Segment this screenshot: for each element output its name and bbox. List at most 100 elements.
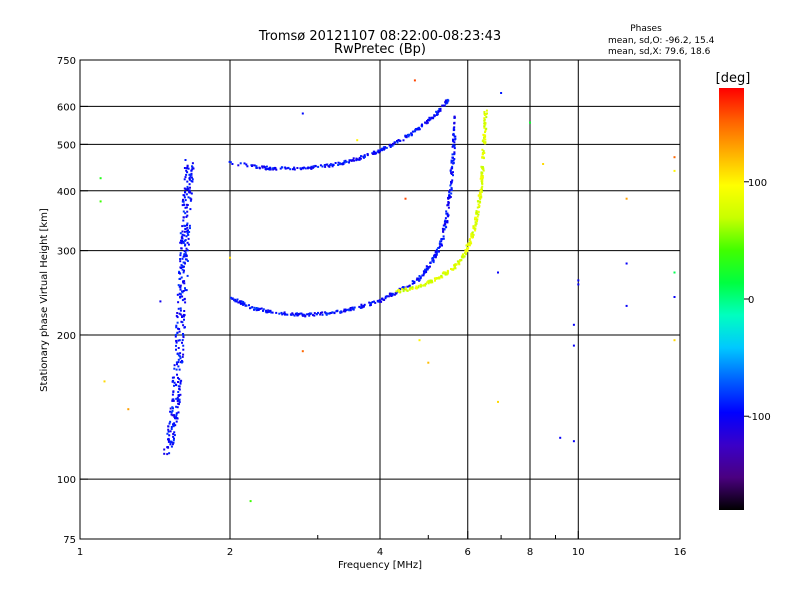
data-point — [255, 308, 258, 311]
data-point — [416, 278, 419, 280]
data-point — [451, 268, 454, 271]
data-point — [238, 301, 241, 304]
data-point — [188, 231, 191, 233]
data-point — [184, 206, 187, 209]
data-point — [458, 260, 461, 263]
data-point — [178, 272, 181, 274]
data-point — [429, 261, 432, 264]
data-point — [466, 248, 469, 251]
data-point — [424, 271, 427, 274]
data-point — [417, 277, 420, 280]
data-point — [368, 301, 371, 304]
data-point — [250, 306, 253, 309]
chart-title: Tromsø 20121107 08:22:00-08:23:43 — [258, 29, 501, 44]
data-point — [168, 422, 171, 425]
data-point — [484, 134, 487, 137]
data-point — [427, 266, 430, 269]
data-point — [324, 165, 327, 168]
data-point — [172, 441, 175, 444]
data-point — [389, 144, 392, 147]
data-point — [258, 167, 261, 170]
data-point — [453, 116, 456, 119]
data-point — [169, 443, 172, 446]
data-point — [261, 166, 264, 169]
data-point — [255, 165, 258, 168]
data-point — [181, 257, 184, 260]
chart-subtitle: RwPretec (Bp) — [334, 42, 426, 57]
data-point — [180, 236, 183, 239]
data-point — [442, 224, 445, 227]
data-point — [450, 173, 453, 175]
data-point — [181, 341, 183, 344]
data-point — [383, 147, 386, 150]
data-point — [480, 195, 483, 198]
data-point — [426, 121, 429, 124]
data-point — [234, 298, 237, 301]
data-point — [444, 223, 447, 225]
x-tick-label: 10 — [572, 547, 585, 558]
data-point — [177, 339, 180, 342]
data-point — [191, 165, 193, 168]
data-point — [442, 271, 445, 274]
data-point — [402, 287, 405, 290]
data-point — [406, 285, 409, 288]
data-point — [438, 245, 441, 248]
data-point — [452, 174, 454, 177]
data-point — [417, 128, 420, 131]
data-point — [452, 127, 455, 130]
data-point — [187, 233, 190, 236]
data-point — [447, 270, 449, 273]
data-point — [323, 164, 326, 166]
data-point — [257, 307, 260, 310]
data-point — [483, 152, 486, 154]
data-point — [291, 312, 294, 315]
data-point — [418, 339, 421, 342]
data-point — [484, 131, 486, 134]
data-point — [453, 141, 456, 144]
data-point — [178, 368, 181, 371]
data-point — [450, 189, 453, 192]
data-point — [460, 258, 463, 261]
data-point — [418, 128, 421, 131]
data-point — [358, 158, 361, 161]
data-point — [170, 426, 173, 428]
data-point — [183, 310, 186, 312]
data-point — [425, 265, 428, 268]
data-point — [321, 311, 324, 314]
data-point — [414, 128, 417, 130]
data-point — [239, 162, 242, 165]
data-point — [411, 286, 414, 289]
x-axis-ticks: 1 2 4 6 8 10 16 — [77, 531, 686, 558]
data-point — [485, 127, 488, 130]
data-point — [440, 243, 443, 246]
data-point — [411, 287, 414, 290]
data-point — [364, 155, 366, 158]
data-point — [402, 288, 405, 291]
data-point — [172, 399, 175, 402]
data-point — [321, 165, 324, 168]
data-point — [309, 166, 312, 169]
data-point — [172, 425, 175, 428]
data-point — [529, 121, 531, 124]
data-point — [284, 313, 286, 316]
data-point — [468, 244, 471, 247]
data-point — [335, 310, 338, 313]
data-point — [419, 276, 422, 279]
data-point — [184, 254, 187, 256]
colorbar-label: [deg] — [716, 71, 751, 86]
data-point — [176, 316, 179, 319]
data-point — [182, 290, 185, 292]
data-point — [451, 167, 454, 170]
colorbar — [719, 88, 744, 510]
data-point — [444, 271, 447, 274]
data-point — [382, 146, 385, 149]
data-point — [442, 237, 445, 240]
data-point — [177, 347, 180, 349]
data-point — [441, 104, 444, 107]
data-point — [172, 407, 174, 410]
data-point — [413, 281, 416, 284]
data-point — [438, 242, 441, 245]
data-point — [236, 298, 239, 301]
stats-line-o: mean, sd,O: -96.2, 15.4 — [608, 36, 715, 46]
data-point — [446, 220, 449, 223]
